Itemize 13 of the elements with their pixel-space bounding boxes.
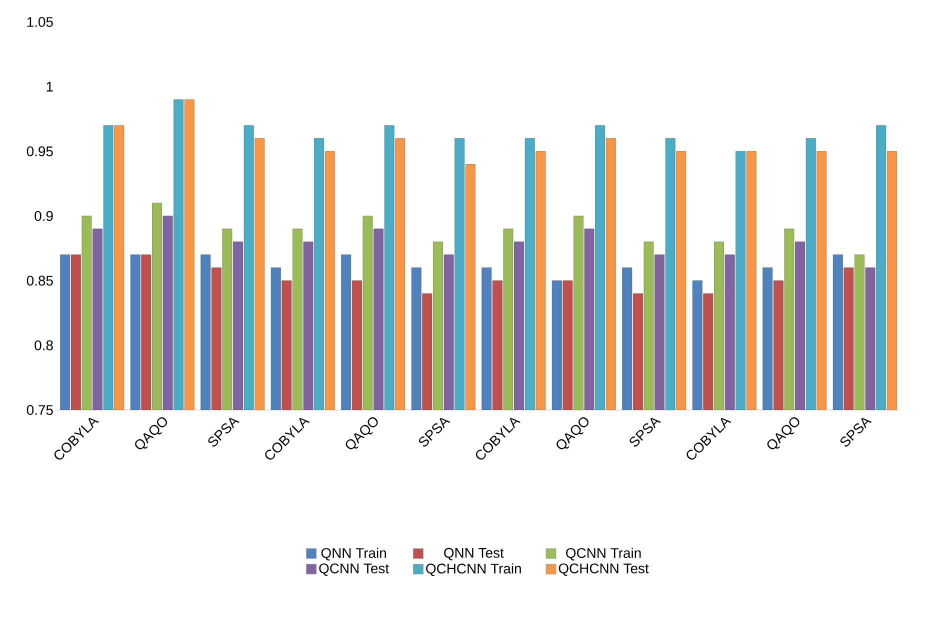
y-tick-label: 1.05 [27, 17, 53, 27]
y-tick-label: 0.9 [34, 211, 53, 221]
y-tick-label: 0.8 [34, 340, 53, 350]
legend-label: QNN Train [321, 548, 386, 560]
legend-label: QCHCNN Test [558, 563, 649, 576]
y-tick-label: 0.95 [26, 146, 53, 156]
legend-label: QCHCNN Train [426, 563, 521, 576]
y-tick-label: 0.85 [26, 276, 53, 286]
legend-label: QNN Test [444, 548, 504, 560]
y-tick-label: 0.75 [26, 405, 53, 415]
legend-label: QCNN Test [319, 563, 389, 576]
legend-label: QCNN Train [566, 548, 641, 560]
y-tick-label: 1 [46, 82, 53, 92]
